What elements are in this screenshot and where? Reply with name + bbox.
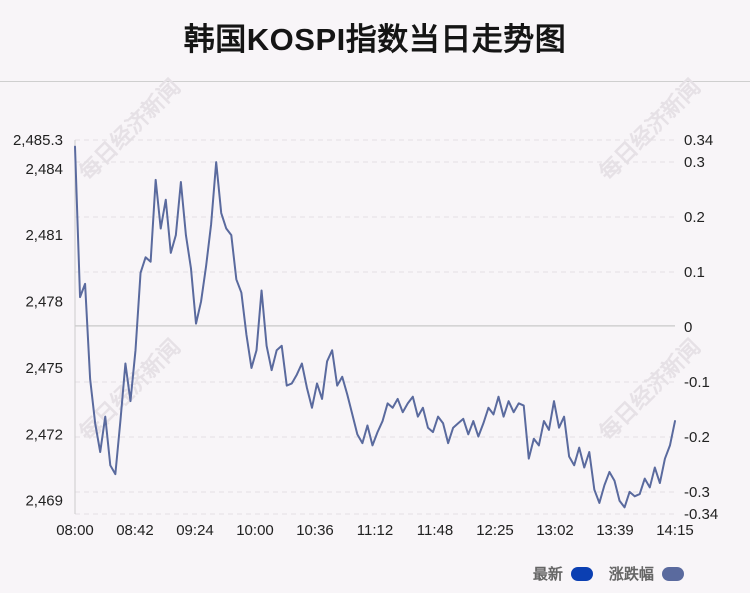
x-tick-label: 10:00 — [236, 522, 274, 539]
y-left-tick-label: 2,485.3 — [13, 132, 63, 149]
y-right-tick-label: 0 — [684, 319, 692, 336]
x-tick-label: 11:48 — [417, 522, 453, 539]
legend-label-change: 涨跌幅 — [608, 566, 654, 583]
legend-item-latest[interactable]: 最新 — [533, 563, 593, 584]
y-right-tick-label: -0.34 — [684, 506, 718, 523]
legend-swatch-latest — [571, 566, 593, 581]
series-line-0 — [74, 145, 676, 509]
y-right-tick-label: -0.1 — [684, 374, 710, 391]
y-left-tick-label: 2,475 — [25, 360, 63, 377]
x-tick-label: 10:36 — [296, 522, 334, 539]
x-tick-label: 08:00 — [56, 522, 94, 539]
y-right-tick-label: 0.34 — [684, 132, 713, 149]
series-layer — [74, 145, 676, 509]
chart-title: 韩国KOSPI指数当日走势图 — [183, 22, 567, 57]
x-tick-label: 08:42 — [116, 522, 154, 539]
y-left-tick-label: 2,484 — [25, 161, 63, 178]
x-tick-label: 09:24 — [176, 522, 214, 539]
legend-item-change[interactable]: 涨跌幅 — [609, 563, 684, 584]
y-right-tick-label: -0.2 — [684, 429, 710, 446]
x-axis-ticks: 08:00 08:42 09:24 10:00 10:36 11:12 11:48 12:25… — [56, 522, 694, 539]
y-right-tick-label: 0.3 — [684, 154, 705, 171]
left-axis-ticks: 2,485.3 2,484 2,481 2,478 2,475 2,472 2,469 — [13, 132, 63, 510]
title-divider — [0, 81, 750, 82]
y-right-tick-label: 0.1 — [684, 264, 705, 281]
x-tick-label: 13:39 — [596, 522, 634, 539]
grid-lines — [75, 139, 675, 515]
legend-swatch-change — [662, 566, 684, 581]
y-left-tick-label: 2,478 — [25, 294, 63, 311]
y-right-tick-label: -0.3 — [684, 484, 710, 501]
y-left-tick-label: 2,469 — [25, 493, 63, 510]
legend-label-latest: 最新 — [532, 566, 563, 583]
y-left-tick-label: 2,481 — [25, 227, 63, 244]
right-axis-ticks: 0.34 0.3 0.2 0.1 0 -0.1 -0.2 -0.3 -0.34 — [684, 132, 718, 523]
watermark-1: 每日经济新闻 — [74, 74, 186, 186]
x-tick-label: 14:15 — [656, 522, 694, 539]
y-left-tick-label: 2,472 — [25, 426, 63, 443]
x-tick-label: 12:25 — [476, 522, 514, 539]
x-tick-label: 13:02 — [536, 522, 574, 539]
y-right-tick-label: 0.2 — [684, 209, 705, 226]
x-tick-label: 11:12 — [357, 522, 393, 539]
